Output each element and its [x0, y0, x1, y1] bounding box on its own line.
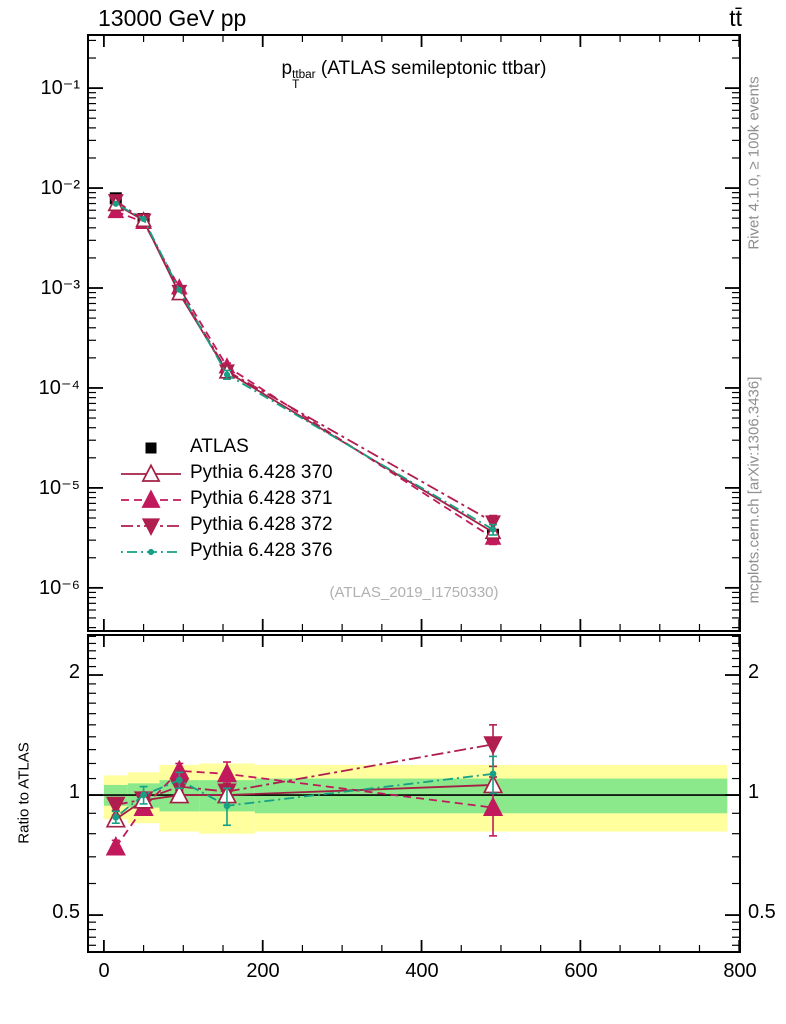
top-panel-series: [107, 192, 502, 546]
y-tick-label-1e-6: 10⁻⁶: [38, 577, 80, 599]
legend-label-pythia-376: Pythia 6.428 376: [190, 540, 333, 561]
x-tick-label-400: 400: [405, 960, 439, 982]
y-tick-label-1e-1: 10⁻¹: [40, 77, 80, 99]
mcplots-source-note: mcplots.cern.ch [arXiv:1306.3436]: [745, 376, 763, 604]
series-pythia-6-428-371: [105, 759, 504, 856]
ratio-tick-label-2-left: 2: [68, 661, 80, 683]
y-tick-label-1e-2: 10⁻²: [40, 177, 80, 199]
ratio-series: [105, 724, 504, 856]
legend-label-pythia-370: Pythia 6.428 370: [190, 462, 333, 483]
analysis-watermark: (ATLAS_2019_I1750330): [329, 584, 499, 601]
panel-frames: [87, 34, 741, 953]
series-pythia-6-428-376: [111, 755, 498, 827]
series-pythia-6-428-376: [112, 200, 498, 536]
ratio-tick-label-1-right: 1: [748, 781, 760, 803]
plot-title-rest: (ATLAS semileptonic ttbar): [320, 58, 547, 79]
y-tick-label-1e-4: 10⁻⁴: [38, 377, 80, 399]
plot-title-sup: ttbar: [292, 67, 316, 81]
plot-title: p ttbar T (ATLAS semileptonic ttbar): [281, 58, 546, 90]
plot-title-base: p: [281, 58, 293, 79]
legend-label-pythia-372: Pythia 6.428 372: [190, 514, 333, 535]
x-tick-label-800: 800: [723, 960, 757, 982]
ratio-tick-label-2-right: 2: [748, 661, 760, 683]
legend-marker-pythia-6-428-371: [121, 489, 181, 508]
y-tick-label-1e-3: 10⁻³: [40, 277, 80, 299]
y-tick-label-1e-5: 10⁻⁵: [38, 477, 80, 499]
rivet-version-note: Rivet 4.1.0, ≥ 100k events: [745, 76, 763, 250]
ratio-tick-label-05-left: 0.5: [52, 901, 80, 923]
beam-energy-label: 13000 GeV pp: [98, 5, 247, 31]
x-tick-label-600: 600: [564, 960, 598, 982]
legend-label-pythia-371: Pythia 6.428 371: [190, 488, 333, 509]
ratio-tick-label-05-right: 0.5: [748, 901, 776, 923]
uncertainty-bands: [103, 763, 728, 834]
legend-label-atlas: ATLAS: [190, 436, 249, 457]
axis-ticks: [88, 35, 741, 952]
ratio-tick-label-1-left: 1: [68, 781, 80, 803]
legend-marker-pythia-6-428-372: [121, 518, 181, 536]
legend-marker-pythia-6-428-376: [121, 548, 181, 556]
plot-title-sub: T: [292, 77, 300, 91]
legend-marker-atlas: [145, 442, 157, 454]
x-tick-label-0: 0: [98, 960, 110, 982]
x-tick-label-200: 200: [246, 960, 280, 982]
ratio-axis-title: Ratio to ATLAS: [15, 742, 33, 844]
process-label: tt̄: [729, 5, 742, 31]
legend-swatches: [121, 442, 181, 556]
legend-marker-pythia-6-428-370: [121, 463, 181, 482]
